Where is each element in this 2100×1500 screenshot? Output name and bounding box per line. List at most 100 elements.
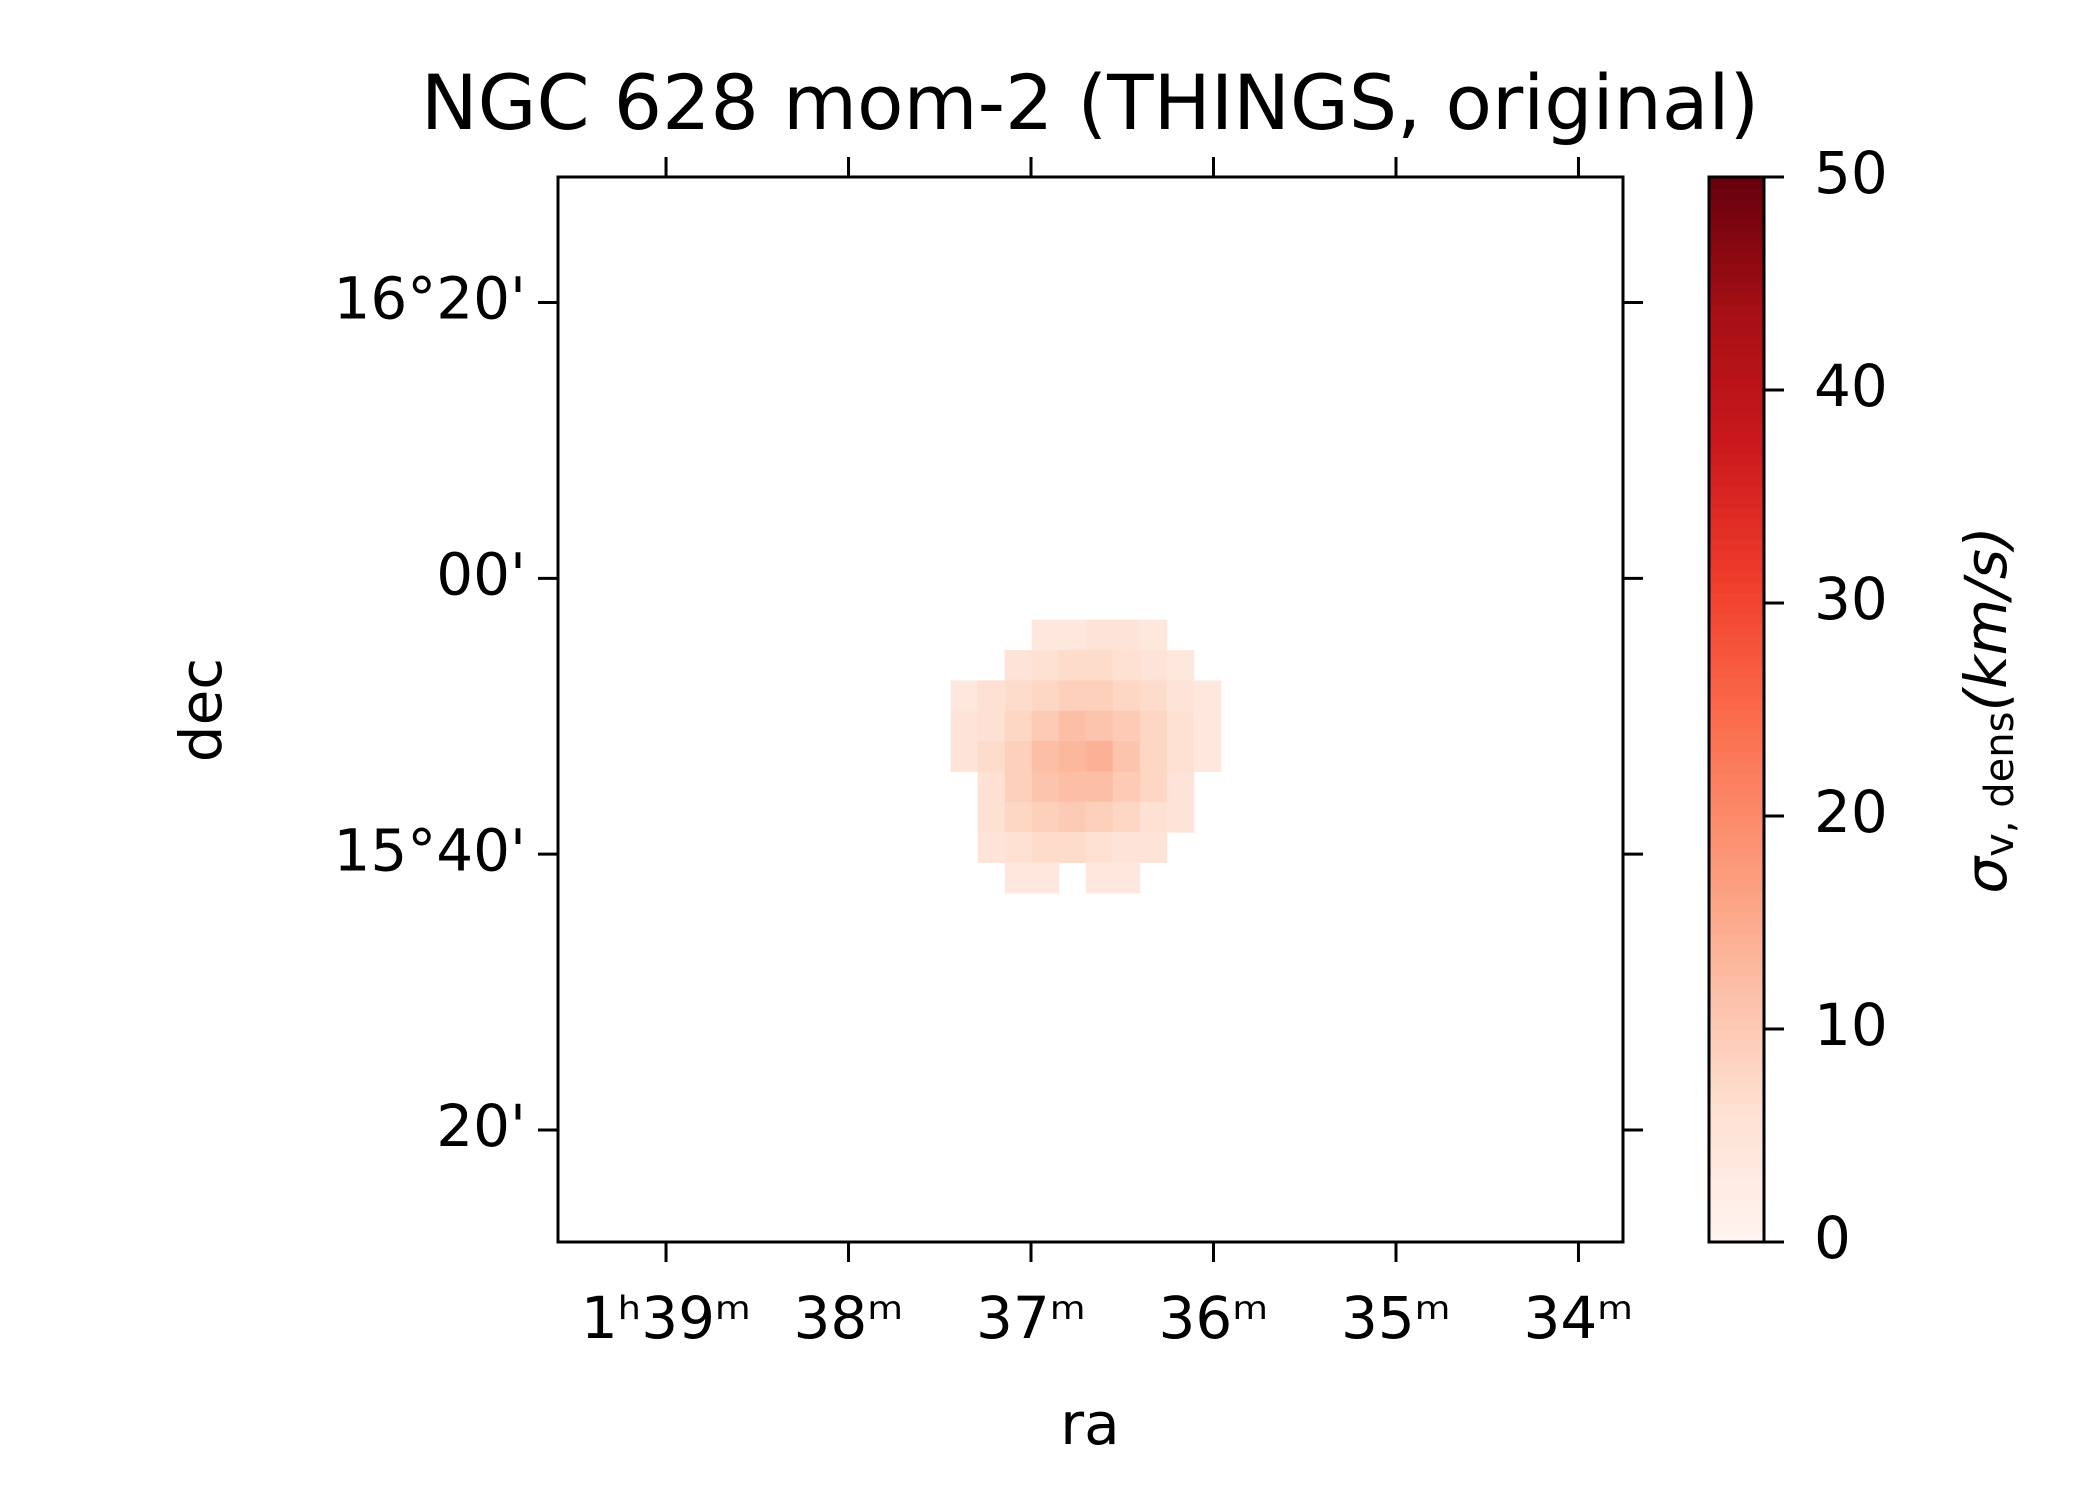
colorbar-step bbox=[1709, 1007, 1764, 1019]
colorbar-step bbox=[1709, 890, 1764, 902]
colorbar-step bbox=[1709, 336, 1764, 348]
pixel bbox=[1085, 710, 1114, 742]
colorbar-tick-label: 50 bbox=[1814, 139, 1888, 207]
pixel bbox=[1112, 741, 1141, 772]
colorbar-step bbox=[1709, 283, 1764, 295]
y-axis-label: dec bbox=[167, 658, 235, 762]
pixel bbox=[1004, 832, 1033, 863]
colorbar-step bbox=[1709, 911, 1764, 924]
colorbar-step bbox=[1709, 368, 1764, 380]
colorbar-step bbox=[1709, 965, 1764, 977]
colorbar-step bbox=[1709, 379, 1764, 391]
pixel bbox=[1112, 619, 1141, 651]
pixel bbox=[1166, 680, 1195, 712]
colorbar-step bbox=[1709, 741, 1764, 753]
colorbar-step bbox=[1709, 549, 1764, 561]
pixel bbox=[1085, 619, 1114, 651]
colorbar-step bbox=[1709, 411, 1764, 423]
x-tick-label: 34ᵐ bbox=[1523, 1284, 1633, 1352]
pixel bbox=[977, 741, 1006, 772]
colorbar-step bbox=[1709, 251, 1764, 263]
colorbar-step bbox=[1709, 262, 1764, 274]
pixel bbox=[977, 680, 1006, 712]
pixel bbox=[1058, 650, 1087, 681]
colorbar-step bbox=[1709, 187, 1764, 199]
pixel bbox=[1058, 710, 1087, 742]
colorbar-step bbox=[1709, 1188, 1764, 1200]
colorbar-step bbox=[1709, 1135, 1764, 1147]
pixel bbox=[1166, 650, 1195, 681]
colorbar-step bbox=[1709, 901, 1764, 913]
pixel bbox=[1004, 741, 1033, 772]
colorbar-step bbox=[1709, 752, 1764, 764]
pixel bbox=[1112, 801, 1141, 833]
pixel bbox=[1004, 710, 1033, 742]
colorbar-step bbox=[1709, 219, 1764, 231]
colorbar-step bbox=[1709, 826, 1764, 838]
colorbar-step bbox=[1709, 1124, 1764, 1137]
pixel bbox=[1031, 619, 1060, 651]
pixel bbox=[1139, 741, 1168, 772]
pixel bbox=[1166, 710, 1195, 742]
colorbar-step bbox=[1709, 624, 1764, 636]
pixel bbox=[1112, 771, 1141, 803]
pixel bbox=[1166, 801, 1195, 833]
colorbar-step bbox=[1709, 720, 1764, 732]
colorbar-step bbox=[1709, 816, 1764, 828]
colorbar-step bbox=[1709, 1210, 1764, 1222]
colorbar-step bbox=[1709, 390, 1764, 402]
pixel bbox=[1031, 801, 1060, 833]
colorbar-step bbox=[1709, 432, 1764, 444]
pixel bbox=[1004, 650, 1033, 681]
colorbar-frame bbox=[1707, 175, 1766, 1244]
colorbar-step bbox=[1709, 1114, 1764, 1126]
colorbar-step bbox=[1709, 656, 1764, 668]
colorbar-step bbox=[1709, 240, 1764, 253]
y-tick-label: 00' bbox=[436, 540, 526, 608]
pixel bbox=[1139, 832, 1168, 863]
y-tick-label: 15°40' bbox=[333, 816, 526, 884]
colorbar-step bbox=[1709, 581, 1764, 593]
pixel bbox=[1058, 680, 1087, 712]
pixel bbox=[1193, 741, 1222, 772]
pixel bbox=[1058, 741, 1087, 772]
pixel bbox=[1139, 680, 1168, 712]
colorbar-step bbox=[1709, 1092, 1764, 1105]
colorbar-step bbox=[1709, 400, 1764, 412]
colorbar-tick-label: 10 bbox=[1814, 991, 1888, 1059]
x-axis-label: ra bbox=[1060, 1390, 1119, 1458]
colorbar-step bbox=[1709, 688, 1764, 700]
colorbar-step bbox=[1709, 1178, 1764, 1190]
pixel bbox=[1058, 832, 1087, 863]
colorbar-step bbox=[1709, 847, 1764, 860]
colorbar-step bbox=[1709, 177, 1764, 189]
colorbar-step bbox=[1709, 645, 1764, 657]
pixel bbox=[1058, 619, 1087, 651]
pixel bbox=[1004, 680, 1033, 712]
pixel bbox=[1193, 710, 1222, 742]
pixel bbox=[1031, 710, 1060, 742]
colorbar-tick-label: 0 bbox=[1814, 1204, 1851, 1272]
pixel bbox=[950, 741, 979, 772]
pixel bbox=[1166, 741, 1195, 772]
pixel bbox=[1139, 710, 1168, 742]
pixel bbox=[1031, 680, 1060, 712]
colorbar-step bbox=[1709, 1103, 1764, 1115]
colorbar-step bbox=[1709, 517, 1764, 530]
colorbar-step bbox=[1709, 879, 1764, 892]
pixel bbox=[1031, 771, 1060, 803]
pixel bbox=[977, 801, 1006, 833]
colorbar-step bbox=[1709, 539, 1764, 551]
colorbar-step bbox=[1709, 507, 1764, 519]
colorbar-step bbox=[1709, 1082, 1764, 1094]
pixel bbox=[977, 832, 1006, 863]
x-tick-label: 38ᵐ bbox=[794, 1284, 904, 1352]
colorbar-step bbox=[1709, 453, 1764, 466]
colorbar-step bbox=[1709, 1039, 1764, 1051]
colorbar-step bbox=[1709, 560, 1764, 572]
colorbar-step bbox=[1709, 1220, 1764, 1232]
pixel bbox=[1085, 680, 1114, 712]
colorbar-step bbox=[1709, 485, 1764, 498]
colorbar-step bbox=[1709, 1156, 1764, 1169]
